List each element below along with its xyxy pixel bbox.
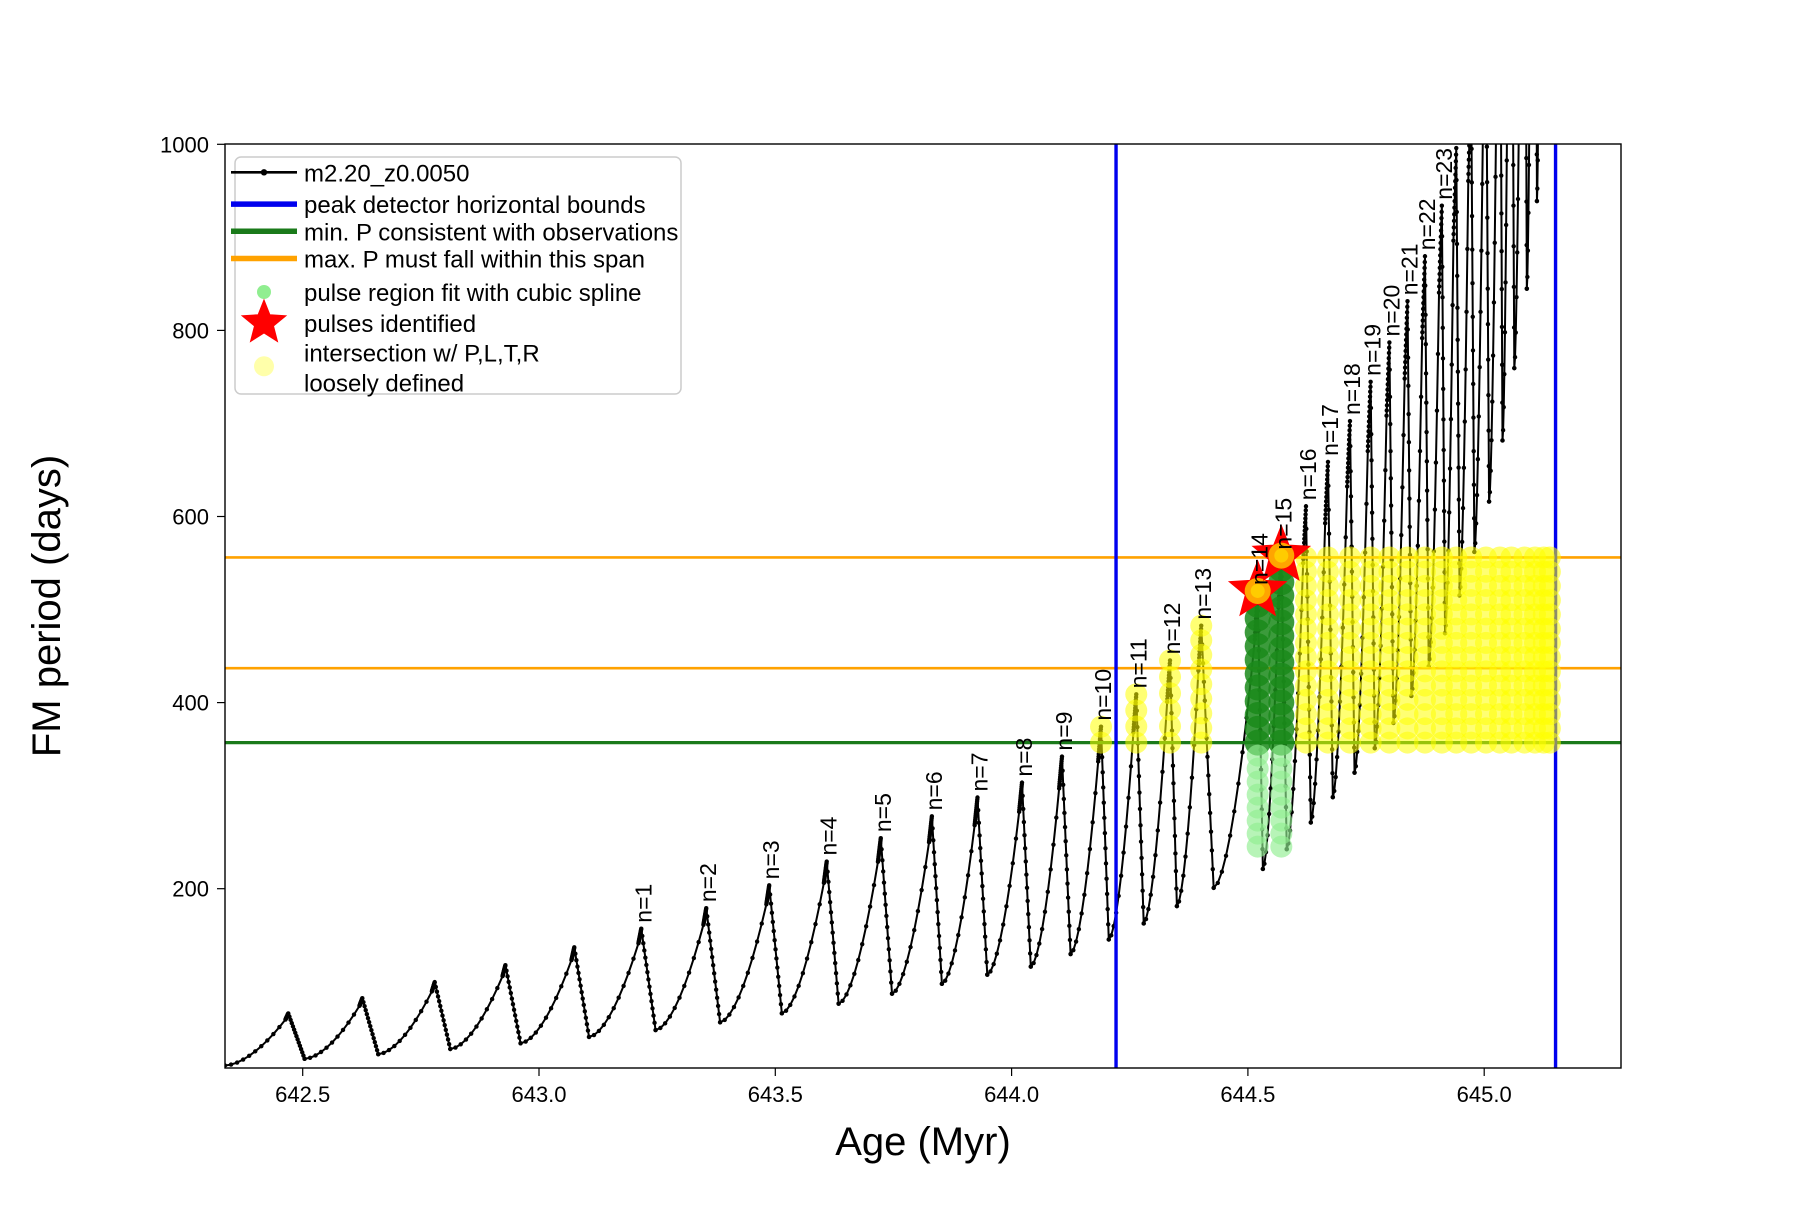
svg-text:loosely defined: loosely defined	[304, 370, 464, 397]
svg-text:642.5: 642.5	[275, 1082, 330, 1107]
svg-text:FM period (days): FM period (days)	[25, 455, 69, 757]
svg-text:max. P must fall within this s: max. P must fall within this span	[304, 247, 645, 274]
svg-text:n=23: n=23	[1431, 148, 1457, 200]
svg-text:Age (Myr): Age (Myr)	[835, 1120, 1011, 1164]
svg-text:400: 400	[172, 691, 209, 716]
svg-text:n=9: n=9	[1051, 712, 1077, 751]
svg-text:n=6: n=6	[921, 771, 947, 810]
svg-text:n=12: n=12	[1159, 603, 1185, 655]
svg-text:600: 600	[172, 505, 209, 530]
svg-text:n=7: n=7	[966, 752, 992, 791]
svg-text:n=2: n=2	[695, 863, 721, 902]
svg-text:800: 800	[172, 318, 209, 343]
svg-text:peak detector horizontal bound: peak detector horizontal bounds	[304, 192, 646, 219]
svg-text:n=11: n=11	[1125, 638, 1151, 688]
svg-text:pulse region fit with cubic sp: pulse region fit with cubic spline	[304, 280, 642, 307]
svg-text:n=13: n=13	[1190, 568, 1216, 620]
svg-text:n=8: n=8	[1011, 738, 1037, 777]
svg-text:n=1: n=1	[630, 884, 656, 923]
svg-text:n=4: n=4	[816, 816, 842, 855]
svg-text:n=22: n=22	[1414, 198, 1440, 250]
svg-text:643.0: 643.0	[511, 1082, 566, 1107]
svg-text:n=5: n=5	[870, 793, 896, 832]
svg-text:644.5: 644.5	[1220, 1082, 1275, 1107]
svg-text:n=15: n=15	[1270, 498, 1296, 550]
svg-text:min. P consistent with observa: min. P consistent with observations	[304, 219, 678, 246]
svg-text:pulses identified: pulses identified	[304, 311, 476, 338]
svg-text:643.5: 643.5	[748, 1082, 803, 1107]
svg-text:m2.20_z0.0050: m2.20_z0.0050	[304, 160, 469, 187]
svg-text:n=14: n=14	[1247, 533, 1273, 585]
svg-text:n=10: n=10	[1090, 669, 1116, 721]
svg-text:645.0: 645.0	[1457, 1082, 1512, 1107]
svg-text:1000: 1000	[160, 132, 209, 157]
svg-text:644.0: 644.0	[984, 1082, 1039, 1107]
svg-text:intersection w/ P,L,T,R: intersection w/ P,L,T,R	[304, 340, 540, 367]
svg-text:n=3: n=3	[758, 840, 784, 879]
svg-text:200: 200	[172, 877, 209, 902]
